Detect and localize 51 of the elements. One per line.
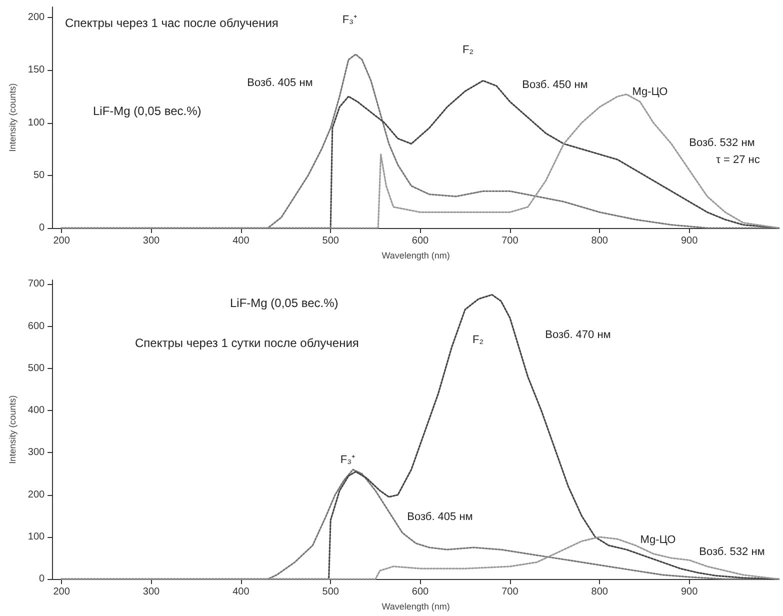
x-tick-label: 300 [142,586,160,598]
y-tick-label: 150 [28,64,46,76]
x-axis-title: Wavelength (nm) [382,602,450,612]
y-tick-label: 200 [28,12,46,24]
y-tick-label: 50 [33,170,46,181]
annotation: Возб. 532 нм [699,546,765,558]
y-tick-label: 0 [39,574,46,585]
y-tick-label: 100 [28,531,46,542]
line-series [60,536,780,580]
x-tick-label: 400 [232,586,250,598]
annotation: F₃⁺ [340,454,356,466]
y-axis-title: Intensity (counts) [8,83,18,152]
y-tick-label: 0 [39,222,46,234]
annotation: F₃⁺ [342,14,358,26]
x-tick-label: 200 [53,586,70,598]
annotation: Mg-ЦО [640,534,676,546]
annotation: Возб. 450 нм [522,79,588,91]
annotation: Возб. 405 нм [407,511,473,523]
text: Спектры через 1 сутки после облучения [135,336,359,350]
x-tick-label: 900 [680,586,698,598]
x-tick-label: 500 [322,236,340,246]
annotation: Возб. 532 нм [689,137,755,149]
annotation: Mg-ЦО [632,86,668,98]
x-tick-label: 200 [53,236,70,246]
x-tick-label: 400 [232,236,250,246]
x-tick-label: 600 [412,236,430,246]
annotation: F₂ [472,334,484,346]
x-tick-label: 500 [322,586,340,598]
text: LiF-Mg (0,05 вес.%) [93,104,202,118]
y-tick-label: 700 [28,278,46,290]
x-tick-label: 800 [591,586,608,598]
x-tick-label: 900 [680,236,698,246]
text: LiF-Mg (0,05 вес.%) [230,296,338,310]
text: Спектры через 1 час после облучения [65,16,278,30]
x-tick-label: 300 [142,236,160,246]
x-tick-label: 800 [591,236,608,246]
y-tick-label: 400 [28,405,46,416]
x-tick-label: 600 [412,586,430,598]
x-tick-label: 700 [502,586,519,598]
y-tick-label: 200 [28,489,46,500]
annotation: τ = 27 нс [716,154,760,166]
y-tick-label: 500 [28,362,46,374]
annotation: Возб. 405 нм [247,77,313,89]
y-tick-label: 100 [28,117,46,128]
x-axis-title: Wavelength (nm) [382,250,450,260]
y-tick-label: 300 [28,447,46,458]
y-axis-title: Intensity (counts) [8,395,18,464]
annotation: F₂ [462,44,474,56]
y-tick-label: 600 [28,320,46,332]
annotation: Возб. 470 нм [545,329,611,341]
x-tick-label: 700 [502,236,519,246]
